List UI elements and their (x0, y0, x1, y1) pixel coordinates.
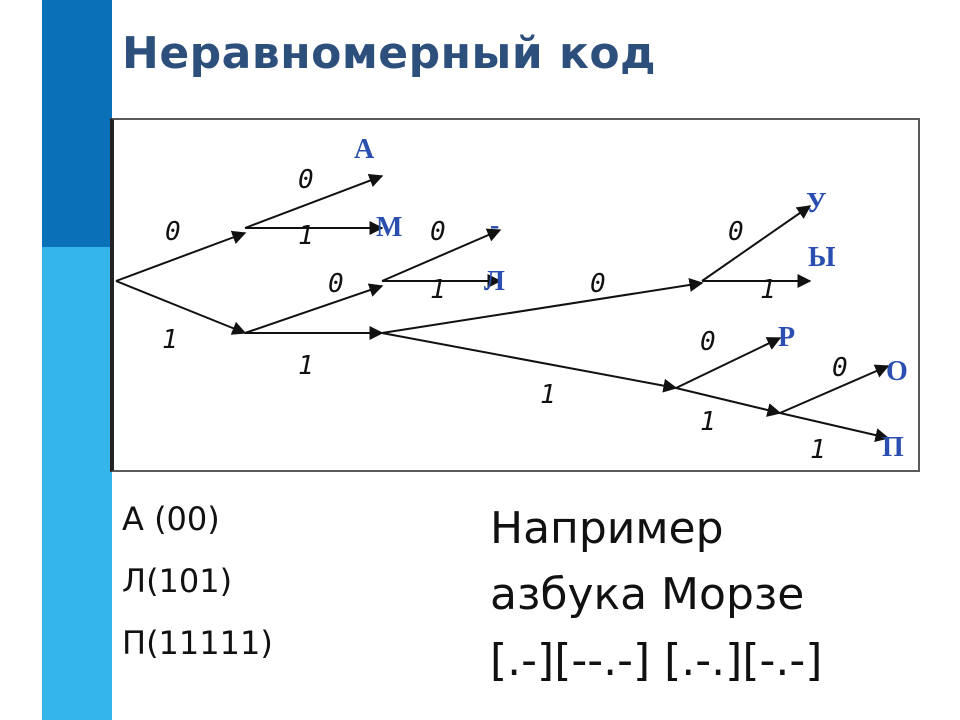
morse-example: Например азбука Морзе [.-][--.-] [.-.][-… (490, 496, 822, 694)
edge-110 (381, 278, 704, 334)
leaf-letter: У (806, 188, 827, 219)
edge-bit-label: 0 (298, 165, 314, 195)
leaf-letter: Л (484, 266, 505, 297)
edge-bit-label: 1 (162, 325, 178, 355)
tree-edges (115, 173, 890, 442)
edge-bit-label: 0 (700, 327, 716, 357)
sidebar-bar-light (42, 247, 112, 720)
edge-bit-label: 0 (832, 353, 848, 383)
edge-11111 (779, 412, 890, 442)
leaf-letter: Р (778, 322, 795, 353)
edge-root-1 (115, 280, 247, 335)
code-examples: А (00) Л(101) П(11111) (122, 488, 273, 674)
edge-bit-label: 1 (700, 407, 716, 437)
leaf-letter: О (886, 356, 908, 387)
leaf-letter: - (490, 210, 499, 241)
leaf-letter: Ы (808, 242, 836, 273)
edge-0-0 (244, 173, 384, 229)
edge-11110 (779, 364, 890, 414)
edge-bit-label: 1 (298, 351, 314, 381)
code-a: А (00) (122, 500, 220, 538)
edge-bit-label: 0 (165, 217, 181, 247)
code-p: П(11111) (122, 624, 273, 662)
edge-111 (381, 332, 678, 393)
edge-bit-label: 1 (760, 275, 776, 305)
edge-bit-label: 0 (328, 269, 344, 299)
edge-1111 (675, 387, 782, 417)
edge-10-0 (381, 228, 502, 282)
leaf-letter: М (376, 212, 402, 243)
edge-bit-label: 0 (430, 217, 446, 247)
edge-1100-0 (701, 205, 812, 282)
edge-1110 (675, 337, 782, 389)
slide-title: Неравномерный код (122, 28, 657, 79)
edge-1-0 (244, 283, 384, 334)
edge-root-0 (115, 230, 247, 282)
leaf-letter: А (354, 134, 375, 165)
edge-bit-label: 1 (810, 435, 826, 465)
tree-frame (110, 118, 920, 472)
leaf-letter: П (882, 432, 904, 463)
sidebar-bar-dark (42, 0, 112, 247)
edge-bit-label: 0 (590, 269, 606, 299)
code-l: Л(101) (122, 562, 233, 600)
edge-bit-label: 0 (728, 217, 744, 247)
edge-bit-label: 1 (430, 275, 446, 305)
example-line-2: азбука Морзе (490, 569, 805, 620)
edge-bit-label: 1 (298, 221, 314, 251)
edge-bit-label: 1 (540, 380, 556, 410)
example-line-3: [.-][--.-] [.-.][-.-] (490, 635, 823, 686)
example-line-1: Например (490, 503, 724, 554)
